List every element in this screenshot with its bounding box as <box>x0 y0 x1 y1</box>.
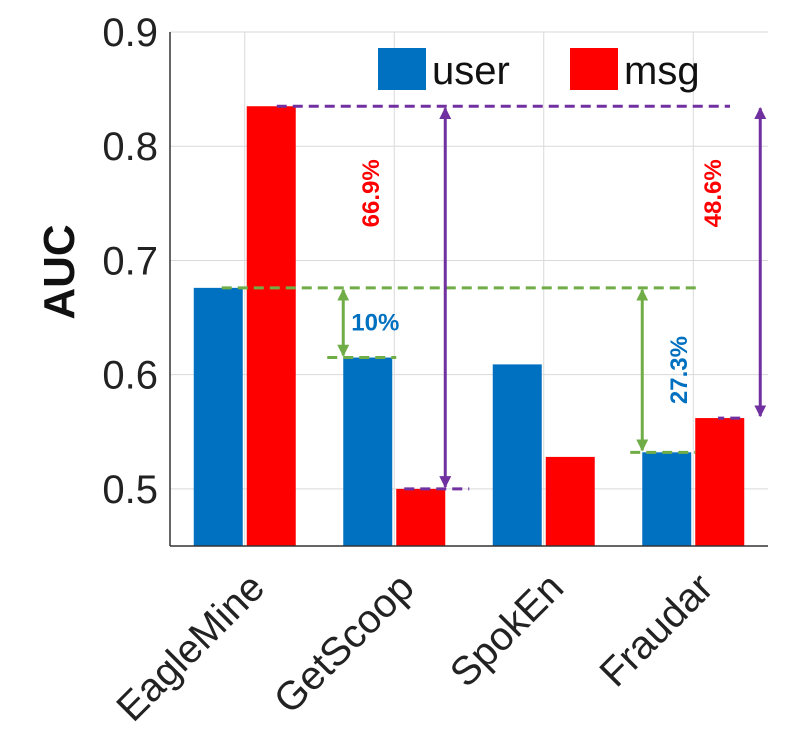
y-tick-label: 0.7 <box>102 239 158 283</box>
bar-msg <box>545 456 595 546</box>
x-tick-label: Fraudar <box>591 565 721 695</box>
annotations: 10% 27.3% 66.9% 48.6% <box>221 104 767 491</box>
bar-user <box>492 364 542 546</box>
annotation-label: 66.9% <box>358 159 385 227</box>
y-axis-label: AUC <box>35 224 84 319</box>
bar-msg <box>695 418 745 546</box>
legend: user msg <box>378 48 700 93</box>
x-tick-label: GetScoop <box>266 565 423 722</box>
x-tick-label: SpokEn <box>442 565 572 695</box>
y-tick-label: 0.8 <box>102 125 158 169</box>
legend-swatch-user <box>378 48 426 90</box>
bar-user <box>642 452 692 546</box>
bar-user <box>343 357 393 546</box>
bars <box>193 106 745 546</box>
legend-swatch-msg <box>570 48 618 90</box>
bar-user <box>193 287 243 546</box>
annotation-label: 10% <box>351 310 399 337</box>
y-tick-label: 0.9 <box>102 11 158 55</box>
annotation-label: 27.3% <box>666 336 693 404</box>
legend-label-msg: msg <box>624 49 700 93</box>
y-tick-label: 0.6 <box>102 354 158 398</box>
legend-label-user: user <box>432 49 510 93</box>
bar-msg <box>246 106 296 546</box>
y-tick-label: 0.5 <box>102 468 158 512</box>
bar-msg <box>396 488 446 546</box>
x-tick-label: EagleMine <box>108 565 273 730</box>
annotation-label: 48.6% <box>700 159 727 227</box>
